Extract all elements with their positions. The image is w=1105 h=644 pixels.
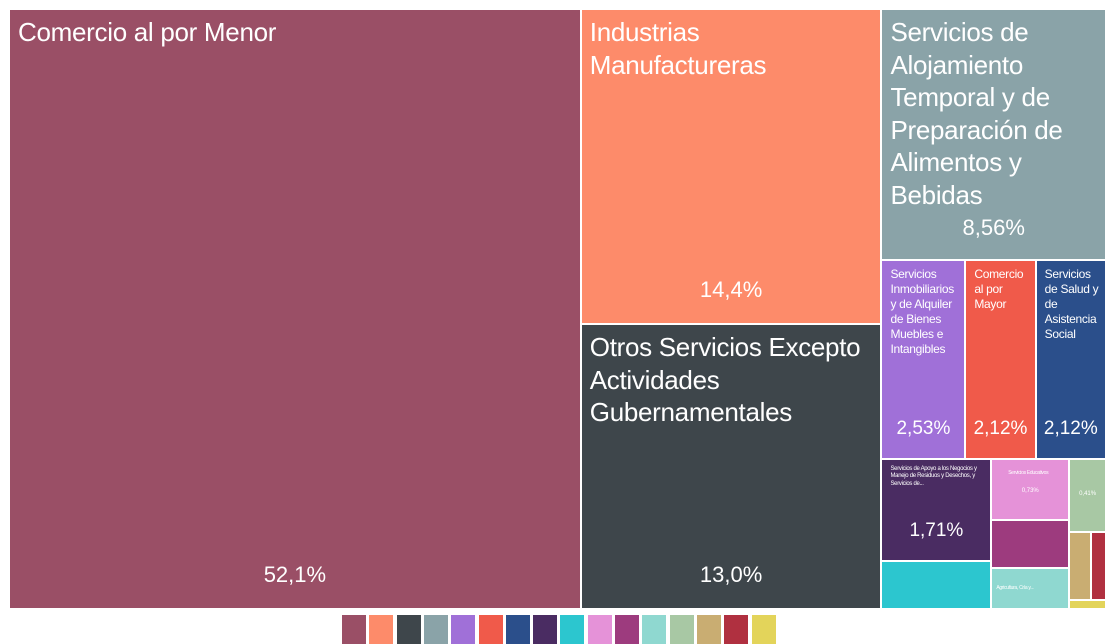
legend-swatch	[615, 615, 639, 644]
treemap-cell	[882, 562, 991, 608]
cell-label: Comercio al por Mayor	[974, 267, 1024, 312]
legend-swatch	[423, 615, 448, 644]
legend-swatch	[369, 615, 394, 644]
legend-swatch	[451, 615, 476, 644]
cell-label: Agricultura, Cría y...	[996, 584, 1034, 591]
legend-swatch	[724, 615, 749, 644]
cell-label: Otros Servicios Excepto Actividades Gube…	[589, 332, 861, 428]
cell-label: Industrias Manufactureras	[589, 17, 767, 80]
treemap-cell: Industrias Manufactureras 14,4%	[581, 10, 881, 324]
treemap-cell	[1092, 532, 1105, 600]
cell-label: Servicios de Salud y de Asistencia Socia…	[1044, 267, 1099, 342]
legend-swatch	[560, 615, 585, 644]
legend-swatch	[342, 615, 366, 644]
cell-label: Servicios de Alojamiento Temporal y de P…	[890, 17, 1063, 210]
treemap-cell: Comercio al por Menor 52,1%	[10, 10, 580, 608]
treemap-cell: Comercio al por Mayor 2,12%	[966, 261, 1035, 458]
value-label: 2,53%	[896, 417, 951, 439]
treemap-cell: Servicios de Alojamiento Temporal y de P…	[882, 10, 1105, 260]
legend-swatch	[396, 615, 421, 644]
value-label: 52,1%	[263, 562, 327, 587]
legend-swatch	[669, 615, 694, 644]
legend-swatch	[533, 615, 558, 644]
cell-label: Servicios Inmobiliarios y de Alquiler de…	[890, 267, 954, 357]
treemap-cell	[1070, 601, 1105, 608]
value-label: 13,0%	[699, 561, 763, 587]
legend-swatch	[696, 615, 721, 644]
treemap-cell: Servicios Inmobiliarios y de Alquiler de…	[882, 261, 965, 458]
treemap-cell: Servicios de Apoyo a los Negocios y Mane…	[882, 459, 991, 561]
treemap-cell: Servicios de Salud y de Asistencia Socia…	[1036, 261, 1105, 458]
treemap-cell: 0,41%	[1070, 459, 1105, 531]
value-label: 1,71%	[909, 520, 964, 542]
legend-swatch	[751, 615, 776, 644]
value-label: 0,73%	[1021, 487, 1039, 494]
legend-swatch	[587, 615, 612, 644]
value-label: 8,56%	[962, 215, 1025, 241]
treemap-cell: Agricultura, Cría y...	[992, 569, 1069, 608]
legend-swatch	[478, 615, 503, 644]
treemap-cell	[992, 521, 1069, 568]
value-label: 2,12%	[1043, 417, 1098, 439]
value-label: 14,4%	[699, 277, 763, 303]
cell-label: Comercio al por Menor	[18, 17, 277, 47]
treemap-cell: Otros Servicios Excepto Actividades Gube…	[581, 325, 881, 608]
treemap-cell: Servicios Educativos 0,73%	[992, 459, 1069, 520]
cell-label: Servicios de Apoyo a los Negocios y Mane…	[890, 465, 977, 487]
legend-swatch	[505, 615, 530, 644]
value-label: 2,12%	[973, 417, 1028, 439]
treemap-cell	[1070, 532, 1091, 600]
legend-swatch	[642, 615, 667, 644]
cell-label: Servicios Educativos	[1008, 469, 1049, 476]
value-label: 0,41%	[1079, 491, 1097, 498]
